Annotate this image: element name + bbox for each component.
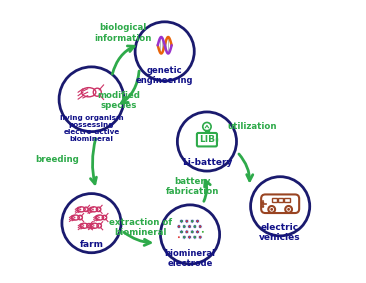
Circle shape (202, 231, 204, 233)
Bar (284, 198, 290, 202)
Text: farm: farm (79, 239, 104, 248)
Circle shape (285, 206, 292, 213)
Text: modified
species: modified species (97, 91, 140, 110)
Text: genetic
engineering: genetic engineering (136, 66, 194, 85)
Circle shape (191, 231, 193, 233)
Text: utilization: utilization (227, 121, 277, 130)
Circle shape (191, 220, 193, 222)
Circle shape (186, 231, 188, 233)
Bar (205, 130, 209, 131)
Circle shape (188, 226, 190, 228)
Circle shape (178, 236, 180, 238)
Circle shape (270, 208, 273, 211)
Text: electric
vehicles: electric vehicles (259, 223, 301, 242)
Circle shape (203, 123, 211, 131)
Circle shape (180, 231, 183, 233)
Circle shape (186, 220, 188, 222)
Circle shape (251, 177, 310, 236)
Bar (272, 198, 277, 202)
Text: extraction of
biomineral: extraction of biomineral (109, 218, 172, 237)
Circle shape (180, 220, 183, 222)
Circle shape (59, 67, 124, 132)
Circle shape (197, 231, 198, 233)
Text: breeding: breeding (35, 155, 79, 164)
Circle shape (194, 226, 196, 228)
Circle shape (160, 205, 220, 264)
FancyBboxPatch shape (197, 133, 217, 146)
Circle shape (188, 236, 190, 238)
Text: biological
information: biological information (94, 23, 151, 43)
Text: Li-battery: Li-battery (182, 158, 232, 167)
Circle shape (178, 112, 236, 171)
Circle shape (199, 226, 201, 228)
Text: LIB: LIB (199, 135, 215, 144)
Bar (206, 131, 208, 132)
Text: biomineral
electrode: biomineral electrode (165, 249, 216, 269)
FancyBboxPatch shape (261, 194, 299, 213)
Circle shape (62, 194, 121, 253)
Circle shape (178, 226, 180, 228)
Text: battery
fabrication: battery fabrication (166, 177, 220, 196)
Circle shape (183, 226, 185, 228)
Circle shape (194, 236, 196, 238)
Circle shape (268, 206, 275, 213)
Bar (278, 198, 283, 202)
Circle shape (197, 220, 198, 222)
Text: living organism
possessing
electro-active
biomineral: living organism possessing electro-activ… (60, 115, 123, 142)
Circle shape (199, 236, 201, 238)
Bar (216, 138, 217, 141)
Circle shape (183, 236, 185, 238)
Circle shape (135, 22, 194, 81)
Circle shape (287, 208, 290, 211)
